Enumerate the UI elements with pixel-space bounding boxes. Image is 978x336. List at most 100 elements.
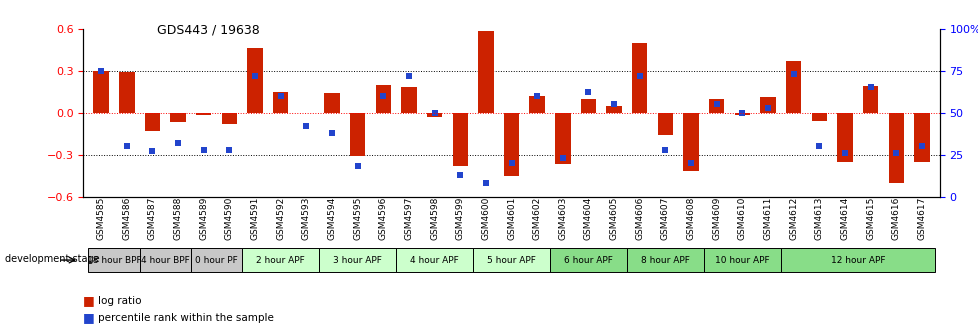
FancyBboxPatch shape xyxy=(319,248,396,272)
Text: GSM4610: GSM4610 xyxy=(737,197,746,240)
Bar xyxy=(683,113,698,171)
Text: 3 hour APF: 3 hour APF xyxy=(333,256,381,264)
Text: GSM4587: GSM4587 xyxy=(148,197,156,240)
Text: GSM4601: GSM4601 xyxy=(507,197,515,240)
Bar xyxy=(888,113,903,182)
Text: ■: ■ xyxy=(83,311,95,324)
Bar xyxy=(273,92,289,113)
Point xyxy=(734,110,749,115)
Point xyxy=(426,110,442,115)
Text: GSM4595: GSM4595 xyxy=(353,197,362,240)
Text: GSM4606: GSM4606 xyxy=(635,197,644,240)
Bar xyxy=(170,113,186,122)
Point xyxy=(759,105,775,110)
Bar xyxy=(376,85,390,113)
Text: GSM4593: GSM4593 xyxy=(301,197,311,240)
Text: GSM4613: GSM4613 xyxy=(814,197,822,240)
Text: 10 hour APF: 10 hour APF xyxy=(714,256,769,264)
Point xyxy=(401,73,417,78)
Text: GSM4608: GSM4608 xyxy=(686,197,694,240)
Text: GSM4603: GSM4603 xyxy=(557,197,566,240)
Text: 2 hour APF: 2 hour APF xyxy=(256,256,305,264)
Text: GSM4609: GSM4609 xyxy=(711,197,721,240)
Point xyxy=(785,71,801,77)
Text: GSM4598: GSM4598 xyxy=(429,197,439,240)
Text: 12 hour APF: 12 hour APF xyxy=(829,256,884,264)
Bar xyxy=(605,106,621,113)
Text: GSM4604: GSM4604 xyxy=(583,197,593,240)
Text: GSM4614: GSM4614 xyxy=(839,197,849,240)
Text: GSM4615: GSM4615 xyxy=(866,197,874,240)
Point xyxy=(708,101,724,107)
FancyBboxPatch shape xyxy=(88,248,140,272)
Bar xyxy=(760,97,775,113)
Point xyxy=(631,73,646,78)
Point xyxy=(145,149,160,154)
Text: development stage: development stage xyxy=(5,254,100,264)
Point xyxy=(93,68,109,73)
Bar xyxy=(862,86,877,113)
Text: GSM4602: GSM4602 xyxy=(532,197,541,240)
Text: 4 hour APF: 4 hour APF xyxy=(410,256,459,264)
Bar xyxy=(811,113,826,121)
Bar xyxy=(349,113,365,156)
Text: GSM4616: GSM4616 xyxy=(891,197,900,240)
Point xyxy=(477,180,493,186)
Bar xyxy=(401,87,417,113)
Point xyxy=(657,147,673,152)
Text: 8 hour APF: 8 hour APF xyxy=(641,256,689,264)
Bar xyxy=(221,113,237,124)
FancyBboxPatch shape xyxy=(703,248,780,272)
Point xyxy=(247,73,263,78)
Text: GSM4592: GSM4592 xyxy=(276,197,285,240)
Point xyxy=(170,140,186,145)
Bar xyxy=(145,113,160,131)
Text: GSM4586: GSM4586 xyxy=(122,197,131,240)
FancyBboxPatch shape xyxy=(626,248,703,272)
Text: 5 hour APF: 5 hour APF xyxy=(487,256,535,264)
Text: 18 hour BPF: 18 hour BPF xyxy=(87,256,141,264)
Point xyxy=(555,155,570,161)
Point xyxy=(376,93,391,98)
Bar xyxy=(196,113,211,115)
Point xyxy=(503,160,518,166)
Text: GSM4591: GSM4591 xyxy=(250,197,259,240)
Text: GSM4596: GSM4596 xyxy=(378,197,387,240)
Point xyxy=(221,147,237,152)
Point xyxy=(811,143,826,149)
Bar xyxy=(504,113,518,175)
Text: GSM4605: GSM4605 xyxy=(609,197,618,240)
Point xyxy=(862,85,877,90)
Text: 4 hour BPF: 4 hour BPF xyxy=(141,256,190,264)
Text: GSM4617: GSM4617 xyxy=(916,197,925,240)
Bar xyxy=(580,98,596,113)
Point xyxy=(298,123,314,129)
Bar xyxy=(836,113,852,162)
Bar xyxy=(247,48,262,113)
FancyBboxPatch shape xyxy=(550,248,626,272)
Bar xyxy=(426,113,442,117)
Text: percentile rank within the sample: percentile rank within the sample xyxy=(98,312,274,323)
Point xyxy=(273,93,289,98)
Bar xyxy=(477,31,493,113)
Text: GSM4612: GSM4612 xyxy=(788,197,797,240)
Bar xyxy=(708,98,724,113)
FancyBboxPatch shape xyxy=(396,248,472,272)
Bar xyxy=(93,71,109,113)
FancyBboxPatch shape xyxy=(472,248,550,272)
Bar xyxy=(734,113,749,115)
Text: GSM4594: GSM4594 xyxy=(328,197,336,240)
Text: ■: ■ xyxy=(83,294,95,307)
Text: GDS443 / 19638: GDS443 / 19638 xyxy=(156,24,259,37)
FancyBboxPatch shape xyxy=(780,248,934,272)
Point xyxy=(529,93,545,98)
Text: GSM4585: GSM4585 xyxy=(97,197,106,240)
FancyBboxPatch shape xyxy=(140,248,191,272)
Text: log ratio: log ratio xyxy=(98,296,141,306)
Bar xyxy=(452,113,467,166)
FancyBboxPatch shape xyxy=(191,248,242,272)
Bar xyxy=(555,113,570,164)
Bar xyxy=(913,113,929,162)
Bar xyxy=(529,96,545,113)
Bar xyxy=(657,113,673,135)
